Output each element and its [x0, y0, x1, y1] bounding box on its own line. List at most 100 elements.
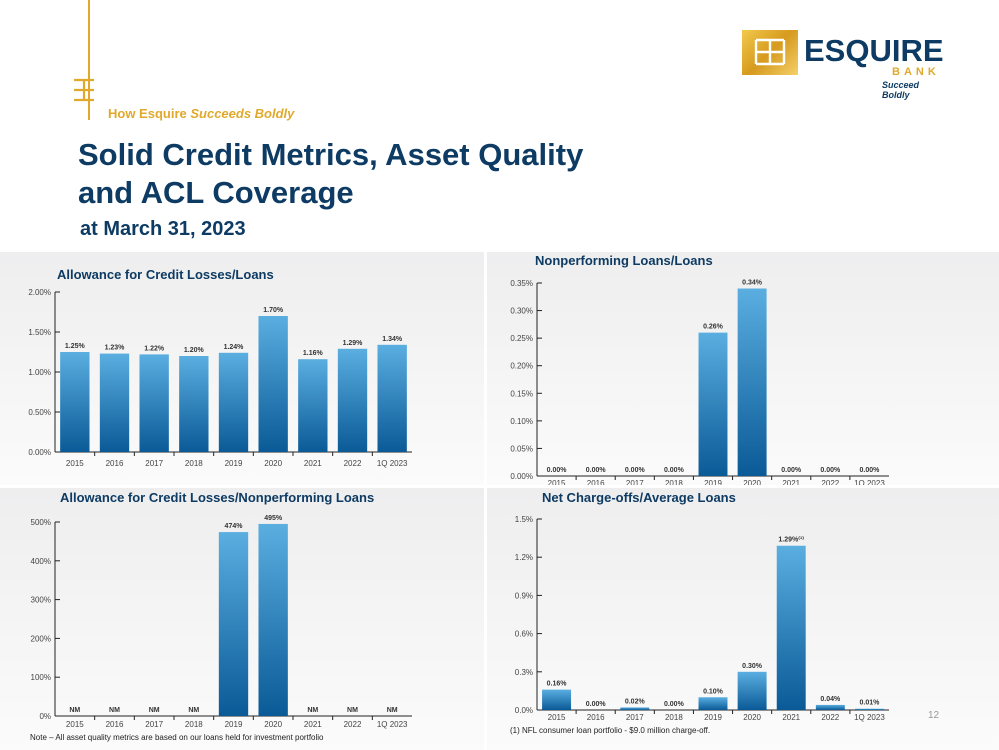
x-tick-label: 2018	[185, 720, 203, 729]
y-tick-label: 300%	[31, 596, 51, 605]
bar	[698, 697, 728, 710]
x-tick-label: 1Q 2023	[377, 720, 408, 729]
bar-data-label: 0.00%	[586, 467, 607, 474]
bar-data-label: NM	[149, 707, 160, 714]
bar-data-label: 0.00%	[547, 467, 568, 474]
bar-data-label: 495%	[264, 515, 283, 522]
y-tick-label: 0%	[39, 712, 51, 721]
bar	[542, 689, 572, 710]
x-tick-label: 2017	[145, 459, 163, 468]
bar	[737, 671, 767, 710]
x-tick-label: 2020	[264, 459, 282, 468]
bar-data-label: 0.00%	[664, 701, 685, 708]
npl-loans-chart: Nonperforming Loans/Loans 0.00% 0.05% 0.10%…	[510, 253, 889, 485]
logo-slogan: Succeed Boldly	[882, 80, 920, 100]
bar-data-label: 0.00%	[781, 467, 802, 474]
y-tick-label: 0.20%	[510, 362, 533, 371]
y-tick-label: 0.00%	[510, 472, 533, 481]
x-tick-label: 2018	[665, 713, 683, 722]
y-tick-label: 0.6%	[515, 630, 533, 639]
x-tick-label: 2015	[66, 459, 84, 468]
footnote-right: (1) NFL consumer loan portfolio - $9.0 m…	[510, 726, 711, 735]
bar-data-label: NM	[109, 707, 120, 714]
bar-data-label: 0.34%	[742, 280, 763, 287]
bar	[298, 359, 328, 452]
page-number: 12	[928, 710, 940, 721]
logo-monogram-icon	[754, 38, 786, 66]
x-tick-label: 2022	[821, 479, 839, 485]
net-chargeoffs-chart: Net Charge-offs/Average Loans 0.0% 0.3% 0.6…	[515, 490, 889, 722]
bar-data-label: 1.22%	[144, 345, 165, 352]
bar-data-label: NM	[387, 707, 398, 714]
bar-data-label: 0.26%	[703, 324, 724, 331]
y-tick-label: 1.00%	[28, 368, 51, 377]
bar-data-label: 1.20%	[184, 347, 205, 354]
x-tick-label: 2015	[66, 720, 84, 729]
bar	[620, 707, 650, 710]
x-tick-label: 2017	[626, 479, 644, 485]
x-tick-label: 2019	[704, 479, 722, 485]
y-tick-label: 0.50%	[28, 408, 51, 417]
x-tick-label: 2020	[264, 720, 282, 729]
bar-data-label: 1.34%	[382, 336, 403, 343]
bar	[337, 348, 368, 452]
bar	[218, 532, 249, 716]
esquire-bank-logo: ESQUIRE BANK Succeed Boldly	[742, 30, 944, 100]
x-tick-label: 2019	[225, 720, 243, 729]
bar-data-label: 474%	[225, 523, 244, 530]
y-tick-label: 0.05%	[510, 444, 533, 453]
x-tick-label: 2022	[344, 459, 362, 468]
chart-title: Nonperforming Loans/Loans	[535, 253, 713, 268]
panel-acl-loans: Allowance for Credit Losses/Loans 0.00% 0.…	[0, 252, 484, 485]
y-tick-label: 0.15%	[510, 389, 533, 398]
bar-data-label: 0.00%	[664, 467, 685, 474]
x-tick-label: 2016	[106, 720, 124, 729]
x-tick-label: 2018	[665, 479, 683, 485]
bar-data-label: 0.00%	[586, 701, 607, 708]
logo-mark	[742, 30, 798, 75]
y-tick-label: 2.00%	[28, 288, 51, 297]
bar	[377, 344, 407, 452]
x-tick-label: 2022	[821, 713, 839, 722]
bar	[815, 704, 845, 710]
x-tick-label: 2017	[145, 720, 163, 729]
bar	[737, 288, 767, 476]
logo-bank: BANK	[892, 66, 940, 78]
y-tick-label: 0.00%	[28, 448, 51, 457]
bar-data-label: 0.16%	[547, 681, 568, 688]
header-accent-line	[88, 0, 90, 120]
tagline: How Esquire Succeeds Boldly	[108, 106, 294, 121]
x-tick-label: 2020	[743, 713, 761, 722]
tagline-emphasis: Succeeds Boldly	[190, 106, 295, 121]
bar	[99, 353, 130, 452]
x-tick-label: 2015	[548, 713, 566, 722]
bar-data-label: 0.00%	[860, 467, 881, 474]
bar-data-label: 1.25%	[65, 343, 86, 350]
y-tick-label: 400%	[31, 557, 51, 566]
y-tick-label: 0.35%	[510, 279, 533, 288]
acl-npl-chart: Allowance for Credit Losses/Nonperformin…	[31, 490, 412, 729]
bar-data-label: NM	[188, 707, 199, 714]
chart-title: Allowance for Credit Losses/Loans	[57, 267, 274, 282]
y-tick-label: 0.30%	[510, 307, 533, 316]
bar-data-label: 1.70%	[263, 307, 284, 314]
panel-npl-loans: Nonperforming Loans/Loans 0.00% 0.05% 0.10%…	[487, 252, 999, 485]
y-tick-label: 0.10%	[510, 417, 533, 426]
bar-data-label: 0.01%	[860, 700, 881, 707]
bar	[179, 356, 209, 452]
x-tick-label: 2018	[185, 459, 203, 468]
bar-data-label: NM	[307, 707, 318, 714]
x-tick-label: 1Q 2023	[854, 479, 885, 485]
chart-title: Net Charge-offs/Average Loans	[542, 490, 736, 505]
bar	[218, 352, 249, 452]
x-tick-label: 2016	[587, 713, 605, 722]
acl-loans-chart: Allowance for Credit Losses/Loans 0.00% 0.…	[28, 267, 412, 468]
y-tick-label: 1.5%	[515, 515, 533, 524]
y-tick-label: 0.0%	[515, 706, 533, 715]
bar-data-label: 0.10%	[703, 688, 724, 695]
x-tick-label: 2016	[106, 459, 124, 468]
esquire-monogram-icon	[74, 78, 94, 102]
bar-data-label: 0.00%	[820, 467, 841, 474]
bar	[258, 523, 288, 716]
x-tick-label: 2021	[782, 479, 800, 485]
